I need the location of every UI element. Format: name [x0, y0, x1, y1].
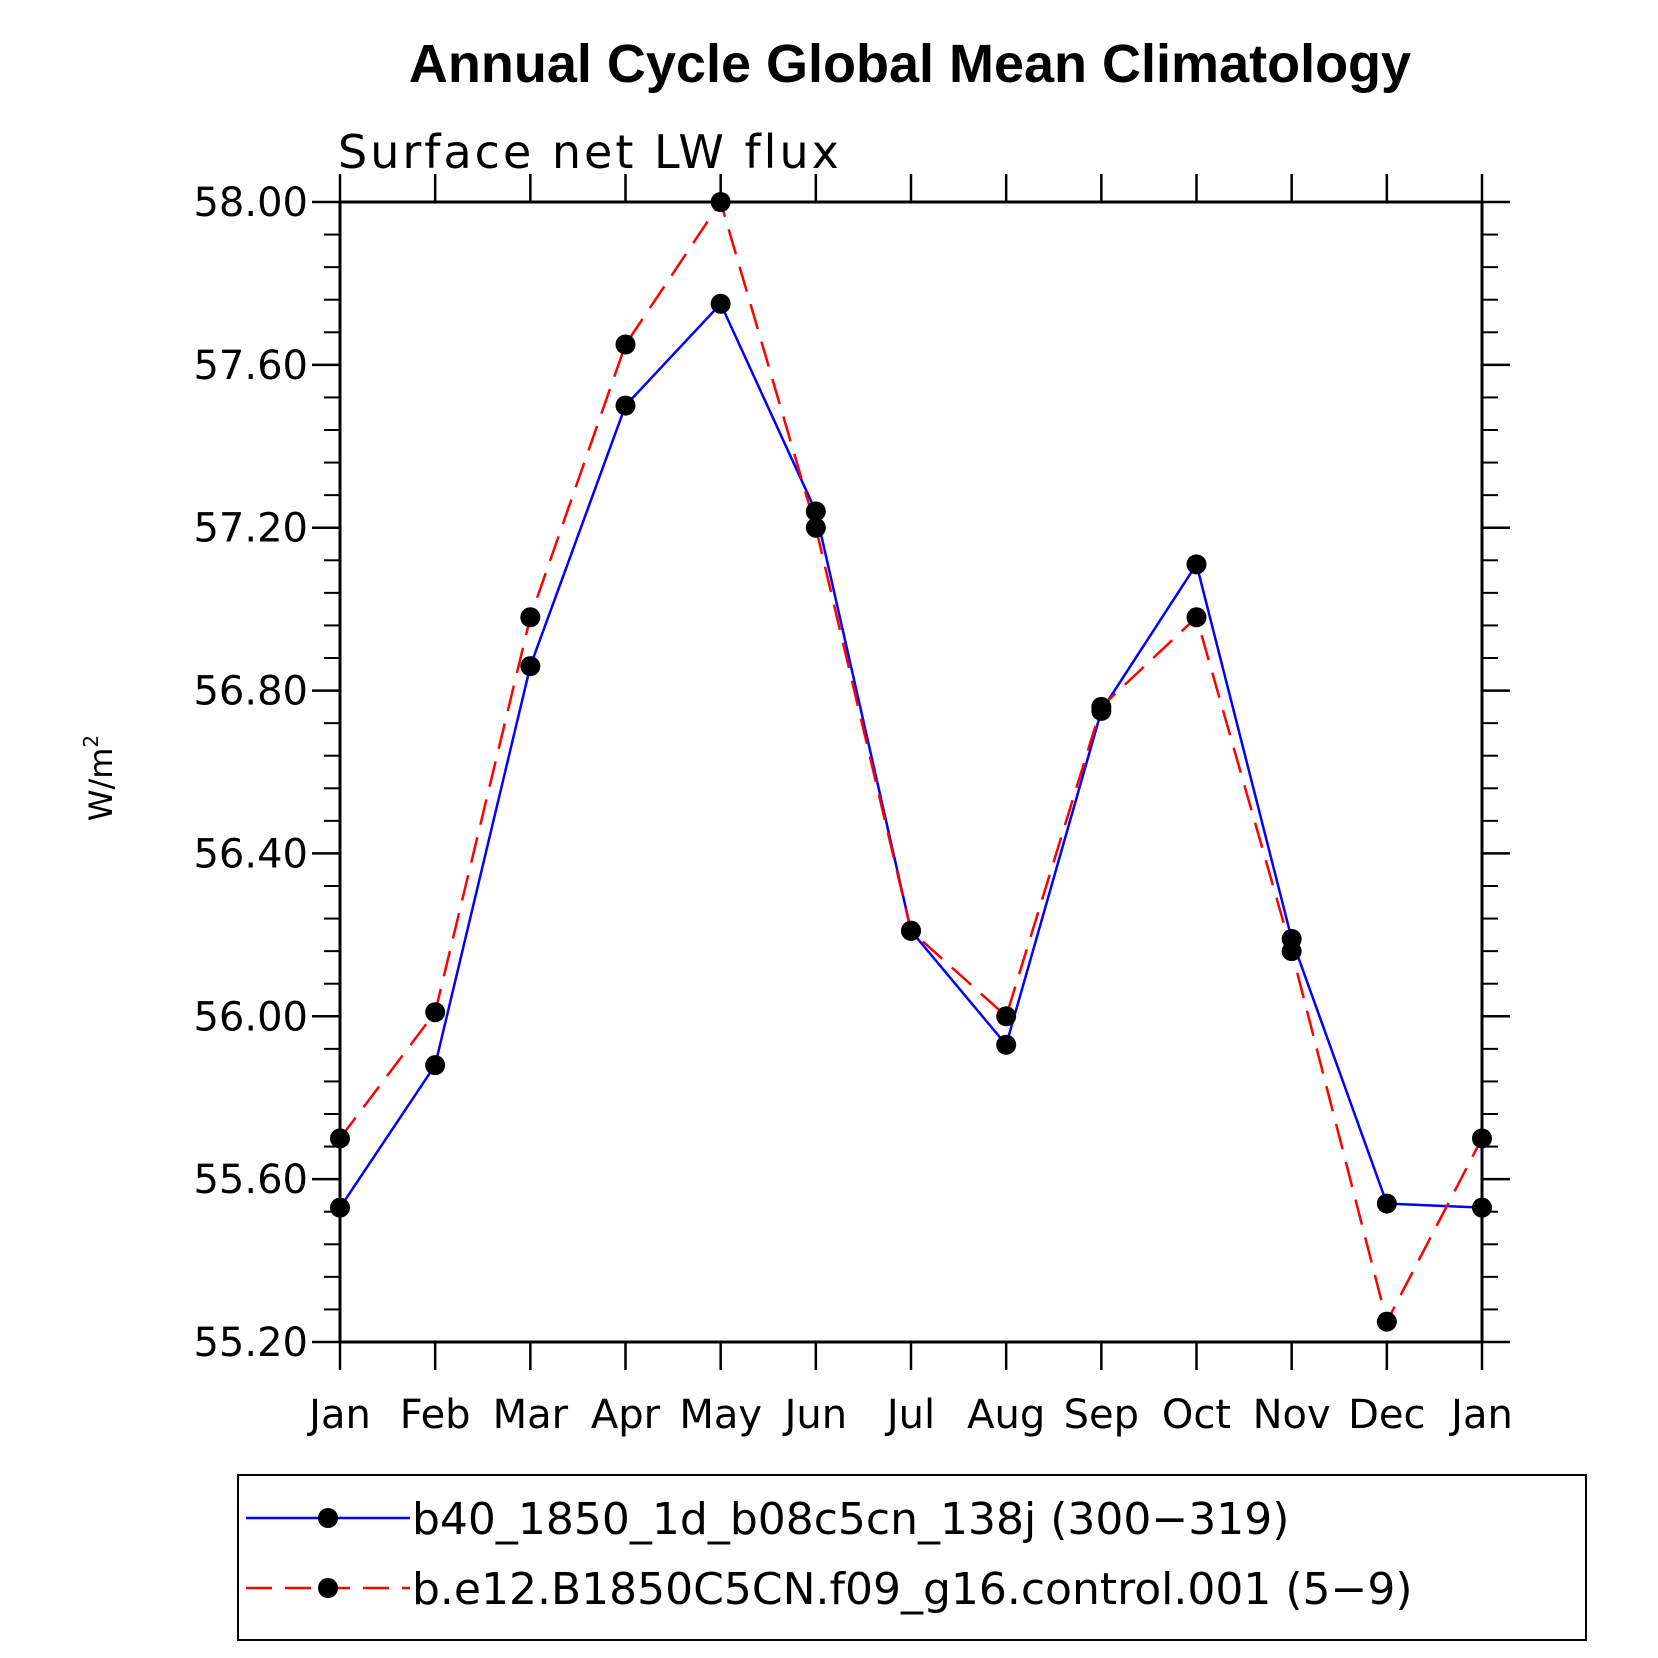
- y-tick-label: 58.00: [193, 180, 308, 226]
- series-1-point: [1186, 607, 1207, 628]
- series-0-point: [520, 656, 541, 677]
- x-tick-label: Jul: [884, 1392, 935, 1438]
- y-axis-label-superscript: 2: [79, 735, 103, 748]
- x-tick-label: May: [679, 1392, 762, 1438]
- y-tick-label: 55.20: [193, 1320, 308, 1366]
- plot-frame: [338, 200, 1484, 1344]
- legend-label-0: b40_1850_1d_b08c5cn_138j (300−319): [412, 1494, 1289, 1545]
- y-tick-label: 56.00: [193, 994, 308, 1040]
- x-tick-label: Feb: [400, 1392, 471, 1438]
- series-1-point: [615, 334, 636, 355]
- y-axis-title: W/m2: [79, 735, 120, 821]
- series-markers: [330, 192, 1492, 1332]
- y-tick-label: 56.80: [193, 669, 308, 715]
- y-axis-label: W/m: [82, 748, 120, 822]
- legend: b40_1850_1d_b08c5cn_138j (300−319) b.e12…: [237, 1474, 1587, 1641]
- y-tick-label: 57.20: [193, 506, 308, 552]
- series-0-point: [710, 293, 731, 314]
- x-tick-label: Aug: [967, 1392, 1045, 1438]
- chart-title: Annual Cycle Global Mean Climatology: [409, 34, 1411, 94]
- x-tick-label: Mar: [493, 1392, 569, 1438]
- legend-box: [237, 1474, 1587, 1641]
- series-0-point: [615, 395, 636, 416]
- x-tick-label: Sep: [1064, 1392, 1139, 1438]
- series-1-point: [425, 1002, 446, 1023]
- series-1-point: [1281, 941, 1302, 962]
- series-0-point: [1186, 554, 1207, 575]
- series-1-point: [1376, 1311, 1397, 1332]
- series-1-point: [520, 607, 541, 628]
- axis-tick-labels: Jan Feb Mar Apr May Jun Jul Aug Sep Oct Nov Dec Jan 5…: [193, 180, 1512, 1438]
- series-0-point: [996, 1034, 1017, 1055]
- series-lines: [338, 199, 1484, 1326]
- series-1-point: [901, 920, 921, 941]
- series-1-point: [805, 517, 826, 538]
- x-tick-label: Dec: [1348, 1392, 1425, 1438]
- series-0-point: [1376, 1193, 1397, 1214]
- x-tick-label: Nov: [1253, 1392, 1331, 1438]
- series-1-point: [996, 1006, 1017, 1027]
- x-tick-label: Oct: [1162, 1392, 1231, 1438]
- legend-marker-0: [318, 1508, 338, 1528]
- x-tick-label: Jan: [306, 1392, 371, 1438]
- series-1-point: [1091, 696, 1112, 717]
- series-0-point: [425, 1055, 446, 1076]
- chart-subtitle: Surface net LW flux: [338, 125, 842, 179]
- y-tick-label: 57.60: [193, 343, 308, 389]
- legend-label-1: b.e12.B1850C5CN.f09_g16.control.001 (5−9…: [412, 1564, 1413, 1615]
- series-0-point: [805, 501, 826, 522]
- x-tick-label: Apr: [591, 1392, 661, 1438]
- y-tick-label: 56.40: [193, 831, 308, 877]
- x-tick-label: Jan: [1448, 1392, 1513, 1438]
- axis-ticks: [312, 174, 1510, 1370]
- legend-marker-1: [318, 1578, 338, 1598]
- series-line-1: [339, 199, 1484, 1326]
- series-line-0: [338, 301, 1483, 1209]
- y-tick-label: 55.60: [193, 1157, 308, 1203]
- x-tick-label: Jun: [782, 1392, 848, 1438]
- svg-text:W/m2: W/m2: [79, 735, 120, 821]
